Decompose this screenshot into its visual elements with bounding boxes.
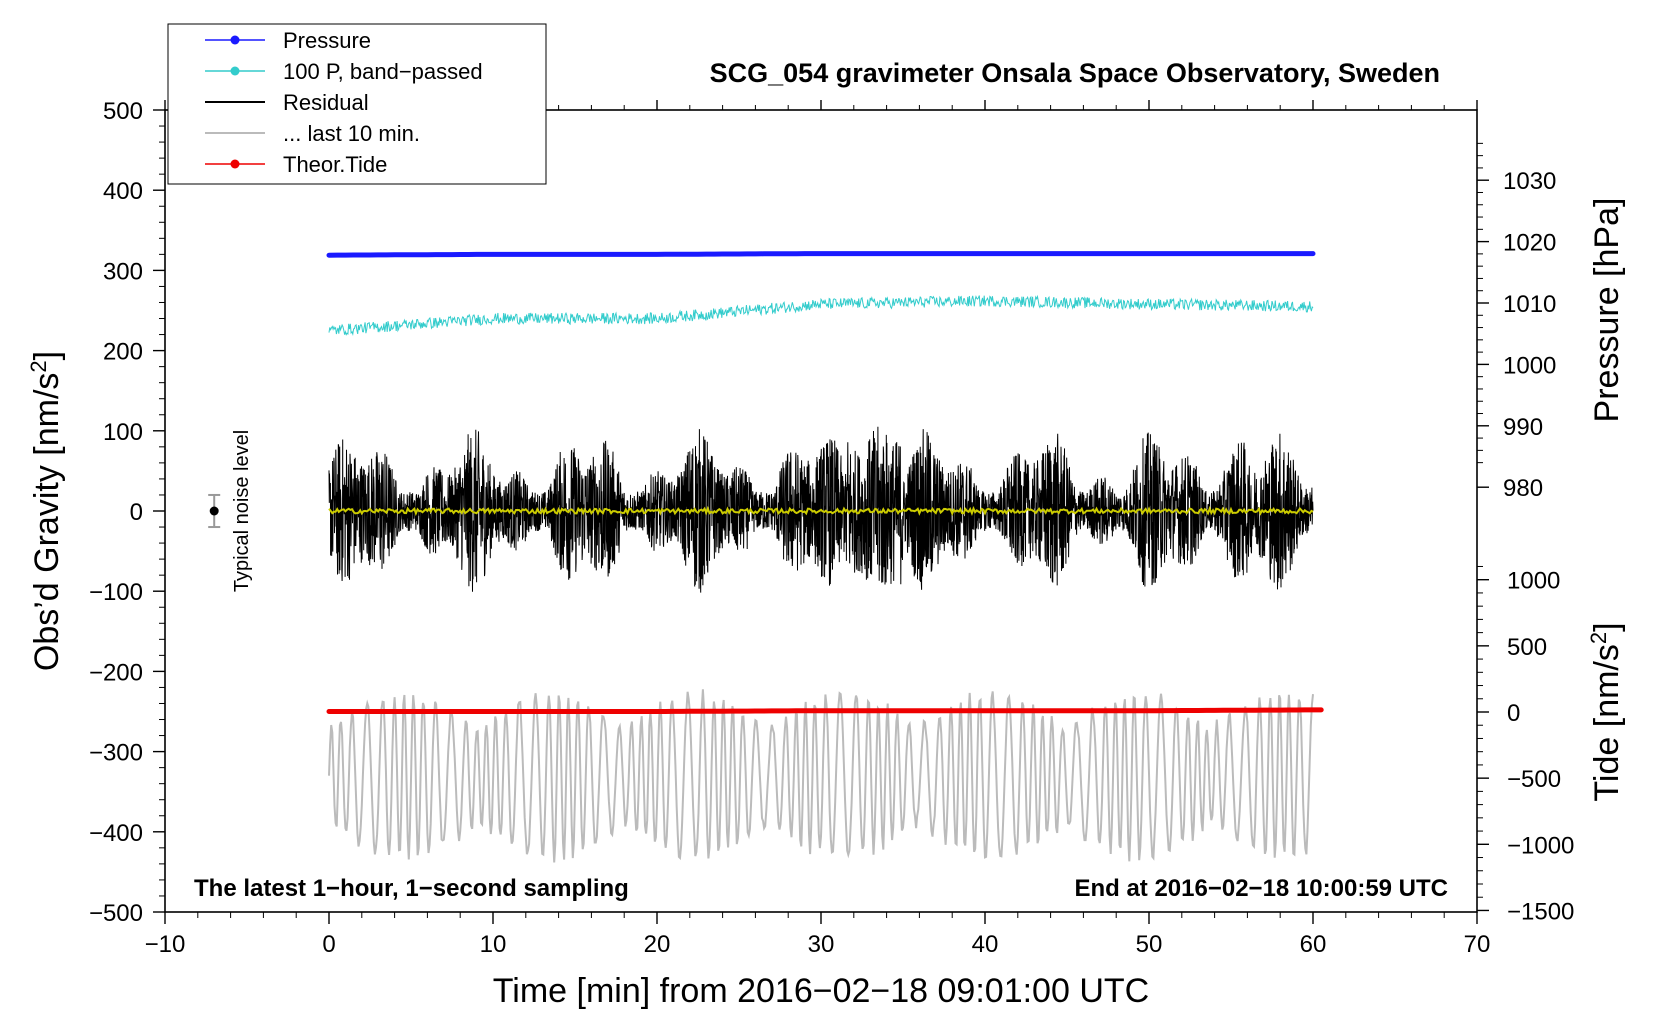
x-tick-label: −10 [145, 931, 186, 958]
y-axis-left-title: Obs’d Gravity [nm/s2] [26, 351, 66, 671]
y-tick-label: 400 [103, 178, 143, 205]
legend-label: Residual [283, 90, 369, 115]
pressure-tick-label: 1010 [1503, 291, 1556, 318]
y-tick-label: 500 [103, 98, 143, 125]
series-pressure [326, 251, 1316, 258]
y-tick-label: −500 [89, 900, 143, 927]
series-layer [326, 251, 1324, 863]
noise-point [209, 506, 219, 516]
note-noise-level: Typical noise level [231, 430, 253, 592]
y-axis-tide: −1500 −1000 −500 0 500 1000 [1477, 565, 1574, 925]
x-tick-label: 30 [808, 931, 835, 958]
note-end-time: End at 2016−02−18 10:00:59 UTC [1074, 875, 1448, 902]
legend-label: 100 P, band−passed [283, 59, 483, 84]
note-sampling: The latest 1−hour, 1−second sampling [194, 875, 629, 902]
y-axis-left: −500 −400 −300 −200 −100 0 100 200 300 400 500 [89, 98, 165, 927]
x-tick-label: 60 [1300, 931, 1327, 958]
y-axis-left-title-tail: ] [28, 351, 66, 360]
y-axis-left-title-main: Obs’d Gravity [nm/s [28, 373, 66, 672]
y-tick-label: 100 [103, 419, 143, 446]
pressure-tick-label: 1030 [1503, 168, 1556, 195]
series-band-passed [328, 294, 1314, 336]
y-tick-label: −400 [89, 820, 143, 847]
series-theor-tide [326, 707, 1324, 714]
y-tick-label: −100 [89, 579, 143, 606]
series-residual [328, 426, 1314, 593]
tide-tick-label: 1000 [1507, 568, 1560, 595]
pressure-tick-label: 1020 [1503, 230, 1556, 257]
legend-marker [230, 66, 240, 76]
legend-label: ... last 10 min. [283, 121, 420, 146]
x-tick-label: 50 [1136, 931, 1163, 958]
tide-tick-label: −500 [1507, 766, 1561, 793]
x-axis-title: Time [min] from 2016−02−18 09:01:00 UTC [493, 972, 1149, 1010]
x-axis: −10 0 10 20 30 40 50 60 70 [145, 100, 1491, 958]
noise-level-indicator [208, 493, 221, 529]
x-tick-label: 10 [480, 931, 507, 958]
legend-marker [230, 35, 240, 45]
y-tick-label: 200 [103, 339, 143, 366]
tide-tick-label: 500 [1507, 634, 1547, 661]
x-tick-label: 20 [644, 931, 671, 958]
legend-marker [230, 159, 240, 169]
y-axis-left-title-sup: 2 [26, 360, 51, 372]
y-axis-tide-title-main: Tide [nm/s [1588, 644, 1626, 801]
series-last-10-min [328, 689, 1314, 863]
pressure-tick-label: 990 [1503, 414, 1543, 441]
pressure-tick-label: 980 [1503, 475, 1543, 502]
tide-tick-label: −1500 [1507, 898, 1574, 925]
chart-title: SCG_054 gravimeter Onsala Space Observat… [710, 58, 1440, 88]
series-mean [328, 505, 1314, 517]
y-axis-tide-title-sup: 2 [1586, 632, 1611, 644]
x-tick-label: 70 [1464, 931, 1491, 958]
legend-box [167, 23, 547, 185]
y-tick-label: 300 [103, 258, 143, 285]
tide-tick-label: −1000 [1507, 832, 1574, 859]
y-tick-label: −200 [89, 659, 143, 686]
legend: Pressure 100 P, band−passed Residual ... la… [167, 23, 547, 185]
legend-label: Theor.Tide [283, 152, 387, 177]
y-tick-label: −300 [89, 740, 143, 767]
legend-label: Pressure [283, 28, 371, 53]
pressure-tick-label: 1000 [1503, 352, 1556, 379]
x-tick-label: 40 [972, 931, 999, 958]
y-axis-pressure-title: Pressure [hPa] [1588, 198, 1626, 423]
tide-tick-label: 0 [1507, 700, 1520, 727]
y-axis-pressure: 980 990 1000 1010 1020 1030 [1477, 142, 1556, 502]
x-tick-label: 0 [322, 931, 335, 958]
y-axis-tide-title: Tide [nm/s2] [1586, 622, 1626, 801]
y-axis-tide-title-tail: ] [1588, 622, 1626, 631]
y-tick-label: 0 [130, 499, 143, 526]
